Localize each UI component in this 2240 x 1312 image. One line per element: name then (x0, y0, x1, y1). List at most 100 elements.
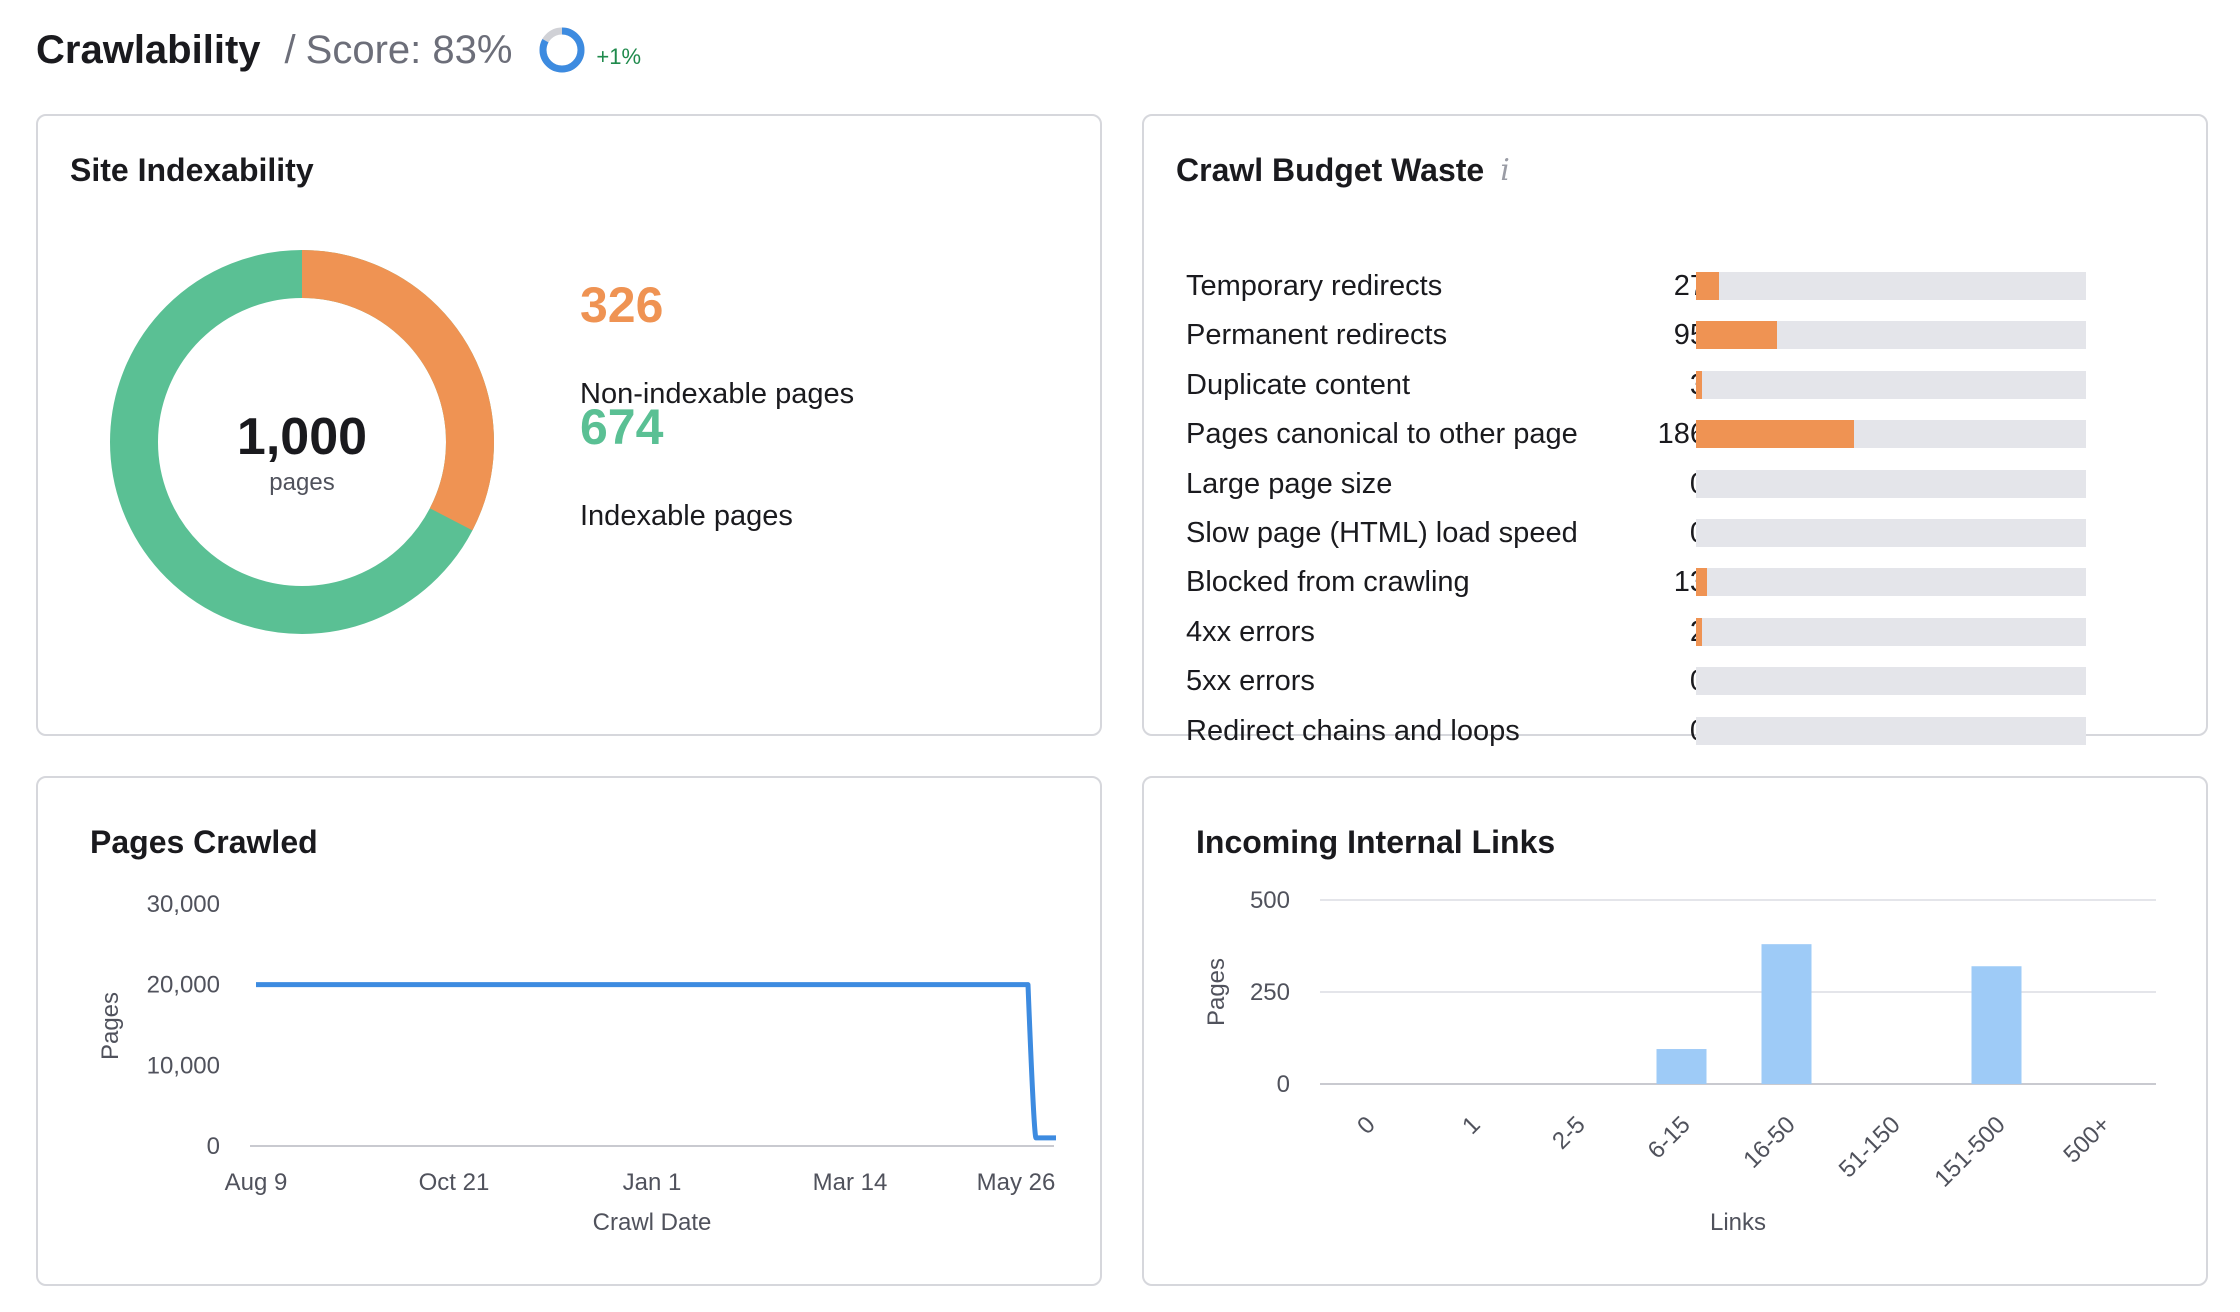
budget-row-label[interactable]: Temporary redirects (1186, 270, 1443, 302)
budget-row-value[interactable]: 0 (1626, 663, 1706, 699)
crawl-budget-title-text[interactable]: Crawl Budget Waste (1176, 152, 1485, 188)
crawl-budget-waste-card[interactable]: Crawl Budget Waste i Temporary redirects… (1142, 114, 2208, 747)
pages-crawled-line-chart[interactable]: 0 10,000 20,000 30,000 Aug 9 Oct 21 Jan 1 Mar 1… (38, 778, 1100, 1284)
donut-total-value: 1,000 (237, 408, 367, 466)
budget-row-value[interactable]: 0 (1626, 515, 1706, 551)
donut-slice-non-indexable[interactable] (110, 250, 494, 634)
budget-bar-track[interactable] (1696, 716, 2086, 745)
bar-16-50[interactable] (1761, 944, 1812, 1084)
budget-bar-track[interactable] (1696, 617, 2086, 646)
y-tick-label: 20,000 (147, 972, 220, 999)
x-tick-label: 51-150 (1834, 1111, 1906, 1183)
budget-row[interactable]: Permanent redirects 95 (1186, 317, 2086, 353)
budget-row-value[interactable]: 186 (1657, 418, 1706, 451)
incoming-links-title[interactable]: Incoming Internal Links (1196, 824, 1556, 860)
budget-bar-track[interactable] (1696, 469, 2086, 498)
budget-row-label[interactable]: Slow page (HTML) load speed (1186, 517, 1578, 549)
budget-row-value[interactable]: 3 (1626, 367, 1706, 403)
budget-row-value[interactable]: 2 (1626, 614, 1706, 650)
y-tick-label: 0 (207, 1133, 220, 1160)
crawl-budget-title[interactable]: Crawl Budget Waste i (1176, 152, 1510, 189)
indexability-donut-chart[interactable]: 1,000 pages (110, 250, 494, 634)
budget-bar-fill (1696, 321, 1777, 350)
budget-row[interactable]: 4xx errors 2 (1186, 614, 2086, 650)
pages-crawled-card[interactable]: Pages Crawled 0 10,000 20,000 30,000 Aug 9 Oc… (36, 776, 1102, 1286)
budget-bar-track[interactable] (1696, 667, 2086, 696)
bar-151-500[interactable] (1971, 966, 2022, 1084)
budget-bar-track[interactable] (1696, 321, 2086, 350)
budget-bar-fill (1696, 568, 1708, 597)
score-delta: +1% (596, 44, 642, 69)
x-tick-label: 0 (1352, 1111, 1381, 1140)
budget-bar-track[interactable] (1696, 568, 2086, 597)
y-tick-label: 10,000 (147, 1052, 220, 1079)
score-ring-icon (539, 27, 585, 73)
y-tick-label: 0 (1277, 1071, 1290, 1098)
donut-total-unit: pages (269, 469, 334, 496)
x-tick-label: 151-500 (1929, 1111, 2010, 1192)
score-label: Score: 83% (305, 27, 513, 72)
budget-row[interactable]: Pages canonical to other page 186 (1186, 416, 2086, 452)
budget-row-value[interactable]: 95 (1673, 319, 1706, 352)
info-icon[interactable]: i (1500, 153, 1510, 188)
x-tick-label: May 26 (977, 1169, 1056, 1196)
budget-bar-fill (1696, 420, 1854, 449)
indexable-label[interactable]: Indexable pages (580, 500, 793, 532)
budget-bar-fill (1696, 617, 1702, 646)
x-tick-label: 16-50 (1738, 1111, 1801, 1174)
x-tick-label: 500+ (2058, 1111, 2115, 1168)
budget-row[interactable]: Slow page (HTML) load speed 0 (1186, 515, 2086, 551)
budget-row[interactable]: Large page size 0 (1186, 466, 2086, 502)
site-indexability-card[interactable]: Site Indexability 1,000 pages 326 Non-in… (36, 114, 1102, 736)
budget-row-value[interactable]: 13 (1673, 566, 1706, 599)
bar-6-15[interactable] (1656, 1049, 1707, 1084)
budget-bar-fill (1696, 272, 1719, 300)
budget-row[interactable]: Duplicate content 3 (1186, 367, 2086, 403)
budget-row-label[interactable]: Redirect chains and loops (1186, 714, 1520, 747)
incoming-links-bar-chart[interactable]: 0 250 500 0 1 2-5 6-15 16-50 51-150 151-500 500+ Li… (1144, 778, 2206, 1284)
budget-row-label[interactable]: Permanent redirects (1186, 319, 1448, 352)
budget-row-value[interactable]: 0 (1626, 713, 1706, 749)
y-axis-title: Pages (1203, 958, 1230, 1026)
x-tick-label: Jan 1 (623, 1169, 682, 1196)
y-tick-label: 500 (1250, 887, 1290, 914)
x-tick-label: 6-15 (1643, 1111, 1696, 1164)
budget-row-label[interactable]: Large page size (1186, 467, 1393, 500)
x-tick-label: 1 (1457, 1111, 1486, 1140)
page-header: Crawlability / Score: 83% +1% (36, 20, 641, 80)
budget-row[interactable]: Blocked from crawling 13 (1186, 564, 2086, 600)
indexable-count[interactable]: 674 (580, 399, 664, 455)
x-axis-title: Links (1710, 1209, 1766, 1236)
page-title: Crawlability (36, 27, 261, 72)
budget-row-value[interactable]: 0 (1626, 466, 1706, 502)
x-tick-label: 2-5 (1547, 1111, 1591, 1155)
budget-row-value[interactable]: 27 (1673, 270, 1706, 302)
title-separator: / (284, 27, 296, 72)
budget-row[interactable]: Temporary redirects 27 (1186, 268, 2086, 304)
budget-bar-track[interactable] (1696, 420, 2086, 449)
y-tick-label: 250 (1250, 979, 1290, 1006)
series-line-pages[interactable] (256, 982, 1056, 1141)
x-tick-label: Mar 14 (813, 1169, 888, 1196)
budget-row-label[interactable]: Duplicate content (1186, 368, 1411, 401)
x-tick-label: Aug 9 (225, 1169, 288, 1196)
line-chart-axes: 0 10,000 20,000 30,000 Aug 9 Oct 21 Jan 1 Mar 1… (97, 891, 1055, 1236)
budget-row[interactable]: 5xx errors 0 (1186, 663, 2086, 699)
budget-bar-track[interactable] (1696, 272, 2086, 300)
budget-bar-track[interactable] (1696, 370, 2086, 399)
non-indexable-label[interactable]: Non-indexable pages (580, 378, 855, 410)
budget-row-label[interactable]: Blocked from crawling (1186, 566, 1470, 599)
budget-row-label[interactable]: Pages canonical to other page (1186, 418, 1578, 451)
budget-bar-fill (1696, 370, 1702, 399)
non-indexable-count[interactable]: 326 (580, 277, 664, 333)
x-axis-title: Crawl Date (593, 1209, 712, 1236)
incoming-internal-links-card[interactable]: Incoming Internal Links 0 250 500 0 1 2-5 6-15… (1142, 776, 2208, 1286)
budget-row[interactable]: Redirect chains and loops 0 (1186, 713, 2086, 749)
pages-crawled-title[interactable]: Pages Crawled (90, 824, 318, 860)
budget-row-label[interactable]: 4xx errors (1186, 615, 1315, 648)
y-tick-label: 30,000 (147, 891, 220, 918)
site-indexability-title[interactable]: Site Indexability (70, 152, 314, 188)
budget-row-label[interactable]: 5xx errors (1186, 665, 1315, 698)
y-axis-title: Pages (97, 992, 124, 1060)
budget-bar-track[interactable] (1696, 519, 2086, 547)
